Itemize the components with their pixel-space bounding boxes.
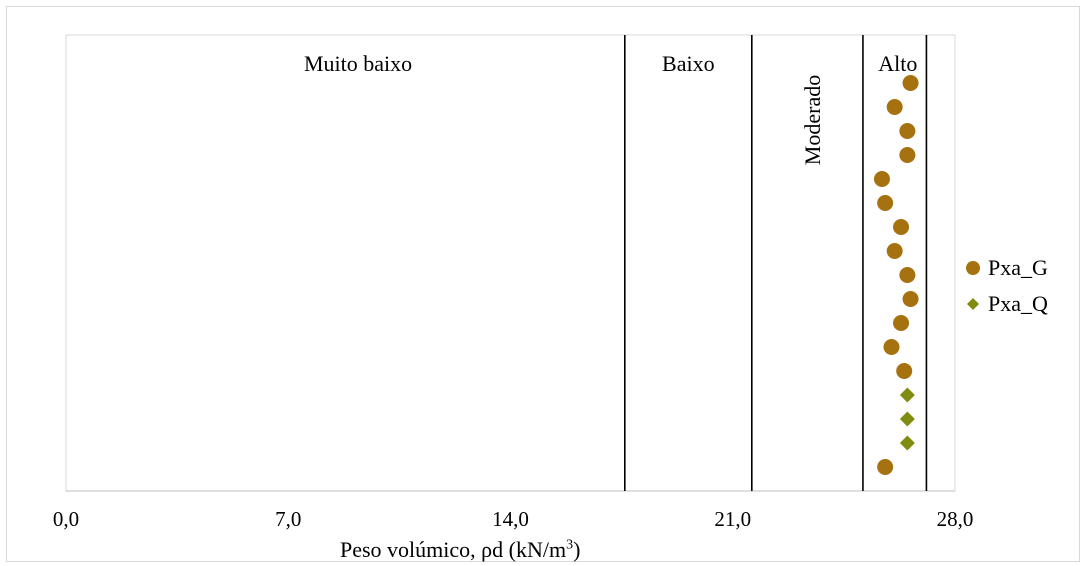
data-point-pxa-g: [883, 339, 900, 355]
chart-frame: [6, 6, 1080, 562]
data-point-pxa-g: [899, 123, 916, 139]
legend-label: Pxa_G: [988, 255, 1048, 280]
legend-marker-circle: [962, 260, 984, 276]
data-point-pxa-g: [899, 147, 916, 163]
x-tick-label: 14,0: [492, 507, 529, 531]
x-tick-label: 7,0: [275, 507, 301, 531]
data-point-pxa-q: [899, 387, 915, 403]
data-point-pxa-g: [902, 75, 919, 91]
x-axis-title: Peso volúmico, ρd (kN/m3): [340, 537, 580, 563]
class-label: Baixo: [662, 51, 715, 76]
x-tick-label: 21,0: [714, 507, 751, 531]
data-point-pxa-g: [873, 171, 890, 187]
legend: Pxa_G Pxa_Q: [962, 250, 1048, 322]
data-point-pxa-g: [893, 315, 910, 331]
data-point-pxa-q: [899, 411, 915, 427]
data-point-pxa-g: [877, 195, 894, 211]
x-tick-label: 28,0: [937, 507, 974, 531]
data-point-pxa-g: [896, 363, 913, 379]
legend-label: Pxa_Q: [988, 291, 1048, 316]
legend-item-pxa-q: Pxa_Q: [962, 286, 1048, 322]
x-axis-title-close: ): [573, 537, 581, 562]
data-point-pxa-g: [899, 267, 916, 283]
data-point-pxa-g: [877, 459, 894, 475]
x-axis-title-superscript: 3: [566, 537, 574, 553]
data-point-pxa-q: [899, 435, 915, 451]
x-axis-title-text: Peso volúmico, ρd (kN/m: [340, 537, 567, 562]
legend-marker-diamond: [962, 296, 984, 312]
data-point-pxa-g: [886, 243, 903, 259]
data-point-pxa-g: [893, 219, 910, 235]
class-label: Muito baixo: [304, 51, 412, 76]
data-point-pxa-g: [886, 99, 903, 115]
class-label: Moderado: [800, 75, 825, 165]
class-label: Alto: [878, 51, 917, 76]
data-point-pxa-g: [902, 291, 919, 307]
x-tick-label: 0,0: [53, 507, 79, 531]
legend-item-pxa-g: Pxa_G: [962, 250, 1048, 286]
